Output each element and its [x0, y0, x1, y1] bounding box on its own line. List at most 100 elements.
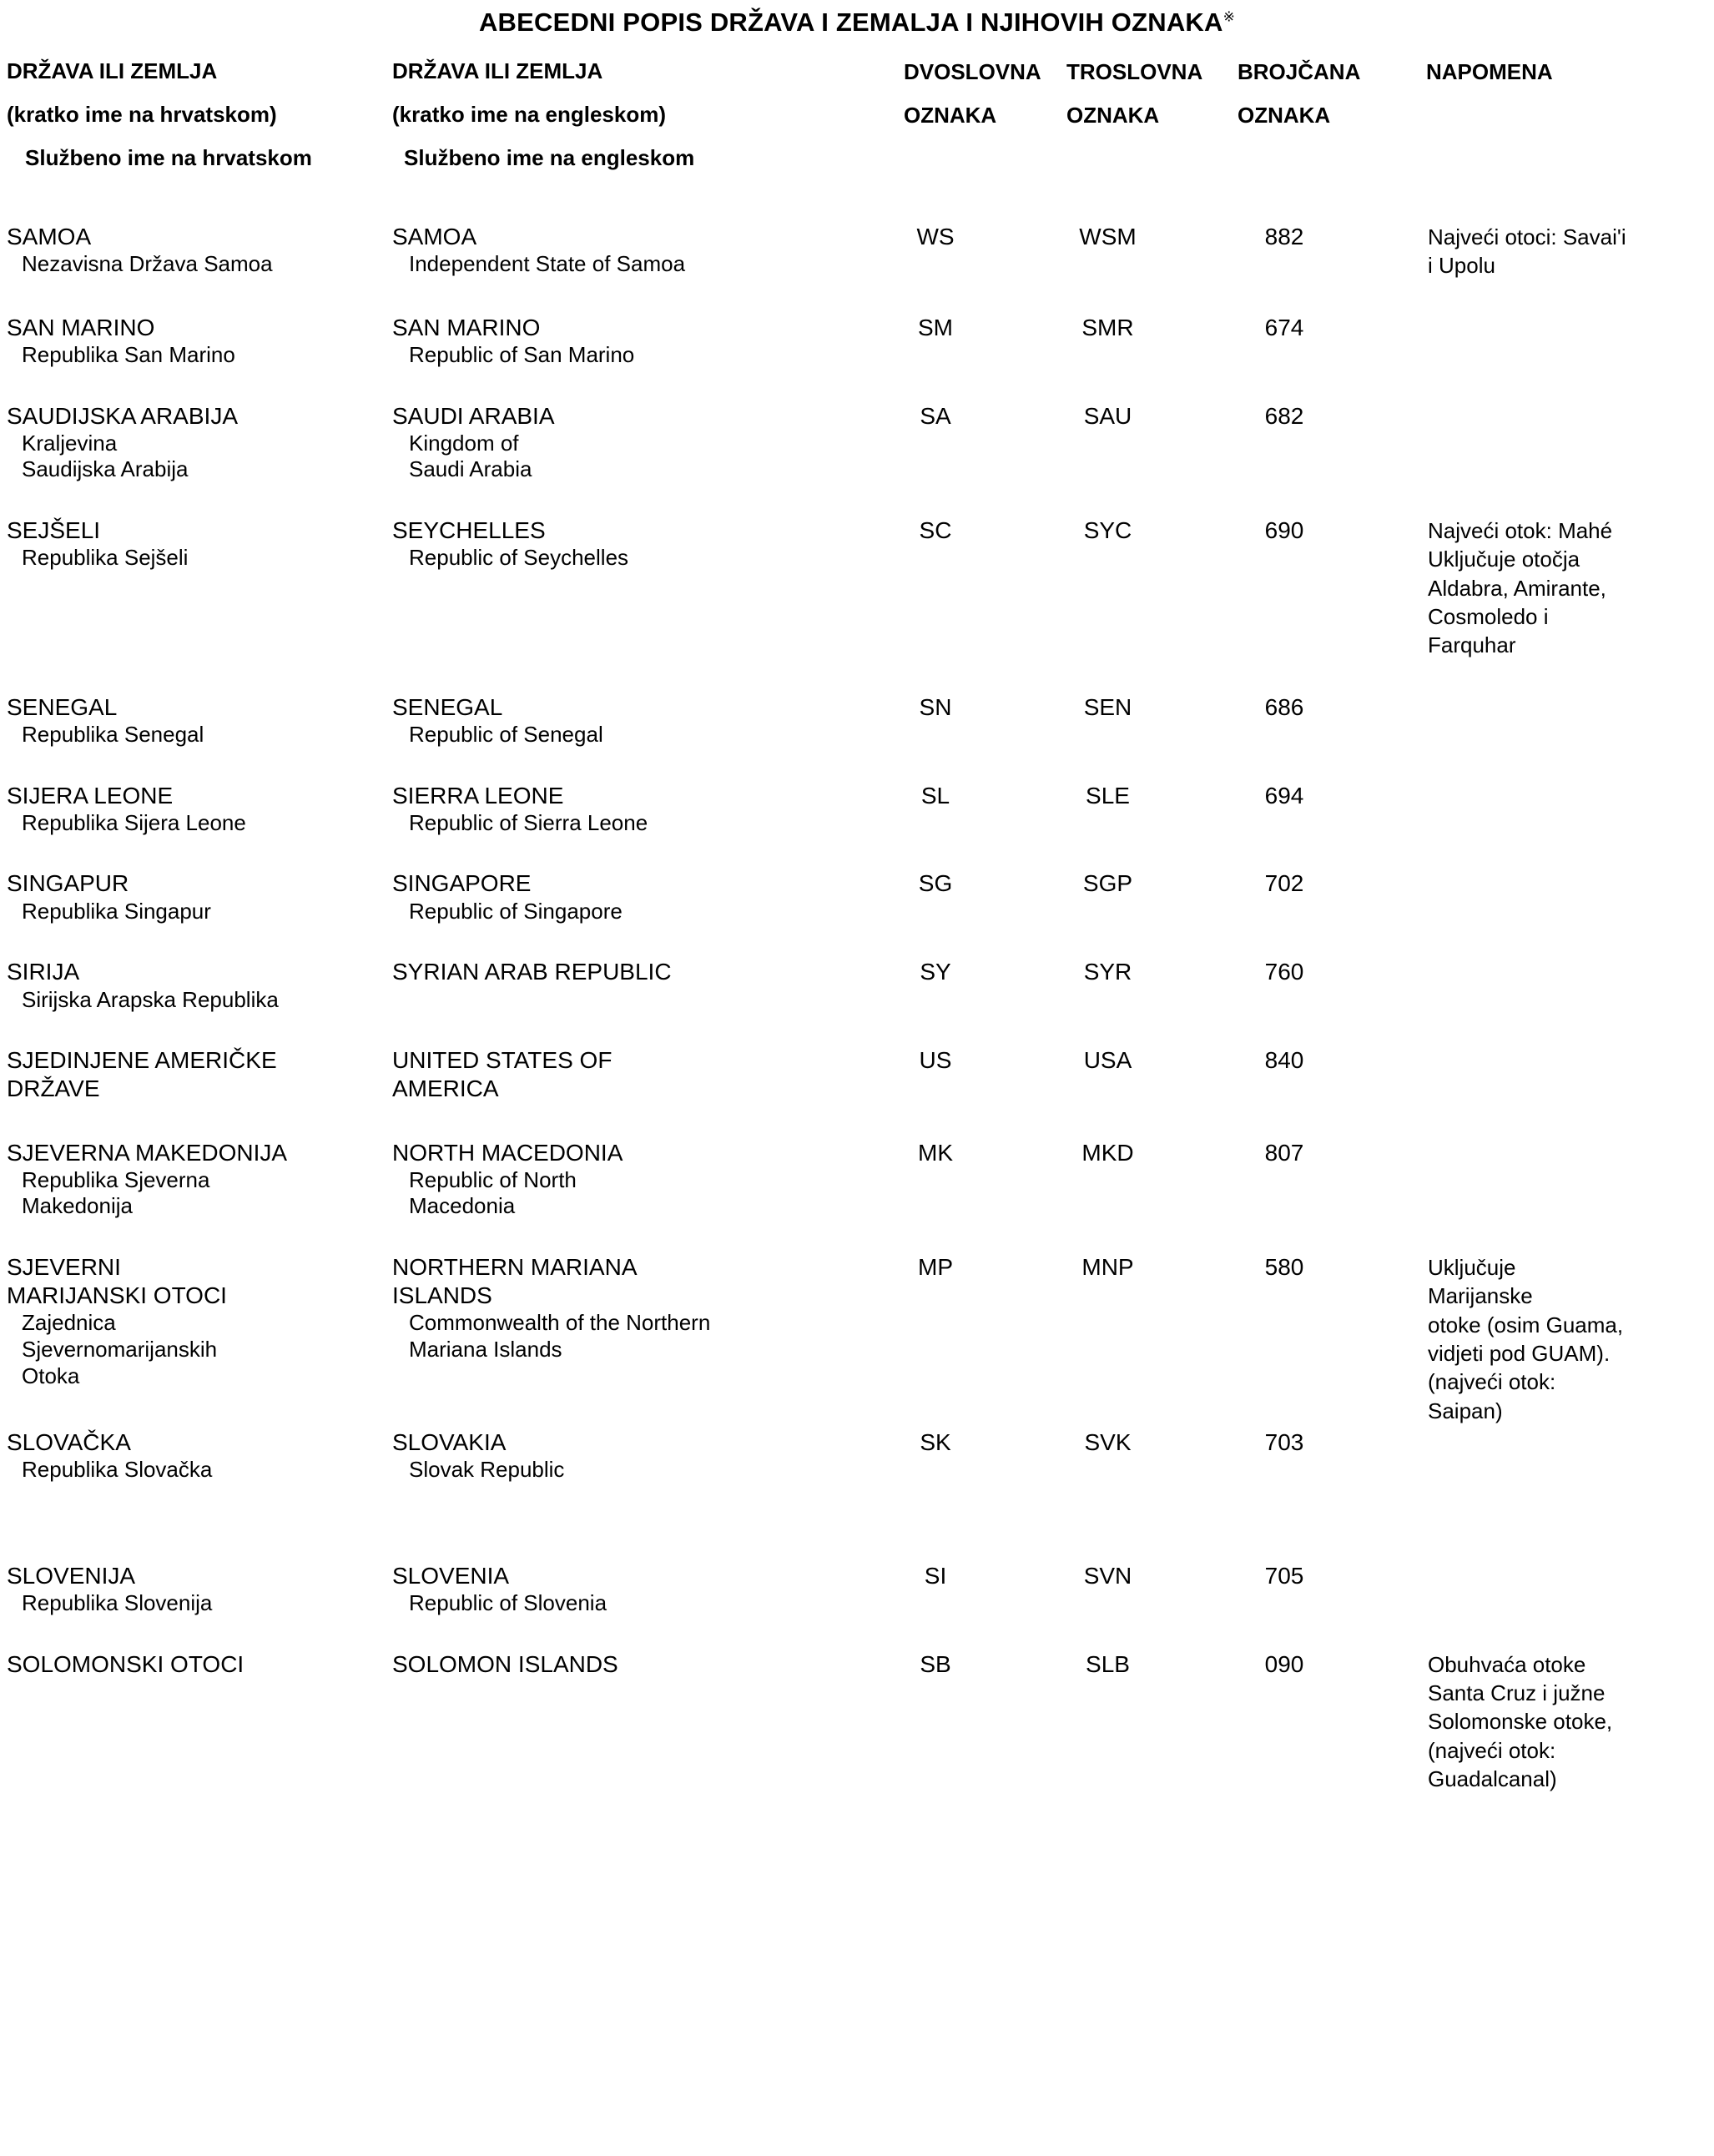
cell-numeric-code: 682 — [1206, 402, 1413, 431]
cell-numeric-code: 690 — [1206, 516, 1413, 545]
table-row: SLOVAČKA Republika Slovačka SLOVAKIA Slovak… — [0, 1428, 1714, 1484]
cell-name-hr: SENEGAL Republika Senegal — [0, 693, 392, 748]
official-name-en: Republic of Seychelles — [409, 545, 629, 571]
header-col6-title: NAPOMENA — [1426, 59, 1553, 85]
official-name-hr: Republika Singapur — [22, 898, 211, 924]
cell-alpha3-code: WSM — [1035, 223, 1206, 251]
country-name-en: SLOVENIA — [392, 1562, 510, 1589]
cell-alpha2-code: SN — [868, 693, 1035, 722]
country-name-hr: SEJŠELI — [7, 517, 101, 544]
country-name-en: SAN MARINO — [392, 314, 541, 340]
numeric-code: 580 — [1264, 1254, 1304, 1281]
cell-name-hr: SEJŠELI Republika Sejšeli — [0, 516, 392, 572]
alpha2-code: SI — [924, 1562, 947, 1589]
country-name-hr: SJEVERNI MARIJANSKI OTOCI — [7, 1254, 227, 1309]
official-name-en: Kingdom of Saudi Arabia — [409, 430, 532, 482]
alpha3-code: SMR — [1081, 314, 1134, 340]
cell-name-hr: SAN MARINO Republika San Marino — [0, 314, 392, 369]
cell-numeric-code: 674 — [1206, 314, 1413, 342]
header-col3-title: DVOSLOVNA — [904, 59, 1041, 85]
cell-name-en: SAMOA Independent State of Samoa — [392, 223, 868, 278]
header-col2-official: Službeno ime na engleskom — [404, 145, 695, 171]
cell-alpha2-code: SA — [868, 402, 1035, 431]
numeric-code: 686 — [1264, 693, 1304, 720]
official-name-hr: Republika Slovenija — [22, 1590, 213, 1616]
header-col2-title: DRŽAVA ILI ZEMLJA — [392, 58, 603, 84]
cell-name-hr: SLOVAČKA Republika Slovačka — [0, 1428, 392, 1484]
official-name-hr: Republika Sijera Leone — [22, 809, 246, 835]
alpha3-code: SEN — [1083, 693, 1132, 720]
cell-alpha2-code: WS — [868, 223, 1035, 251]
cell-name-en: NORTHERN MARIANA ISLANDS Commonwealth of … — [392, 1253, 868, 1363]
cell-note: Najveći otoci: Savai'i i Upolu — [1413, 223, 1713, 280]
cell-name-en: SINGAPORE Republic of Singapore — [392, 869, 868, 924]
official-name-en: Republic of Singapore — [409, 898, 623, 924]
cell-name-hr: SAMOA Nezavisna Država Samoa — [0, 223, 392, 278]
cell-alpha3-code: SLE — [1035, 782, 1206, 810]
header-line-1: DRŽAVA ILI ZEMLJA DRŽAVA ILI ZEMLJA DVOS… — [0, 58, 1714, 85]
cell-alpha3-code: SYR — [1035, 958, 1206, 986]
header-col4-title: TROSLOVNA — [1066, 59, 1203, 85]
official-name-en: Independent State of Samoa — [409, 251, 686, 277]
cell-name-en: NORTH MACEDONIA Republic of North Macedon… — [392, 1139, 868, 1221]
cell-alpha2-code: SM — [868, 314, 1035, 342]
cell-alpha2-code: SG — [868, 869, 1035, 898]
table-row: SAUDIJSKA ARABIJA Kraljevina Saudijska Ar… — [0, 402, 1714, 484]
cell-name-hr: SJEVERNA MAKEDONIJA Republika Sjeverna Ma… — [0, 1139, 392, 1221]
table-row: SAMOA Nezavisna Država Samoa SAMOA Independ… — [0, 223, 1714, 280]
page-title: ABECEDNI POPIS DRŽAVA I ZEMALJA I NJIHOV… — [0, 0, 1714, 38]
table-row: SENEGAL Republika Senegal SENEGAL Republic … — [0, 693, 1714, 748]
country-name-hr: SINGAPUR — [7, 870, 129, 897]
cell-name-en: SYRIAN ARAB REPUBLIC — [392, 958, 868, 986]
note-text: Najveći otoci: Savai'i i Upolu — [1428, 224, 1626, 279]
country-name-hr: SIRIJA — [7, 959, 80, 985]
alpha3-code: SAU — [1083, 402, 1132, 429]
official-name-hr: Republika Senegal — [22, 721, 204, 747]
cell-alpha3-code: SAU — [1035, 402, 1206, 431]
cell-numeric-code: 702 — [1206, 869, 1413, 898]
country-name-en: SYRIAN ARAB REPUBLIC — [392, 959, 672, 985]
official-name-hr: Zajednica Sjevernomarijanskih Otoka — [22, 1310, 218, 1388]
table-row: SJEVERNI MARIJANSKI OTOCI Zajednica Sjeve… — [0, 1253, 1714, 1425]
alpha2-code: MK — [918, 1139, 953, 1166]
alpha2-code: SL — [920, 782, 950, 808]
alpha2-code: WS — [916, 224, 955, 250]
country-name-hr: SLOVAČKA — [7, 1429, 131, 1456]
country-name-en: SEYCHELLES — [392, 517, 546, 544]
alpha3-code: SLB — [1086, 1650, 1130, 1677]
numeric-code: 682 — [1264, 402, 1304, 429]
official-name-hr: Republika San Marino — [22, 341, 235, 367]
cell-numeric-code: 807 — [1206, 1139, 1413, 1167]
cell-note: Obuhvaća otoke Santa Cruz i južne Solomo… — [1413, 1650, 1713, 1794]
country-name-hr: SLOVENIJA — [7, 1562, 136, 1589]
numeric-code: 690 — [1264, 517, 1304, 544]
alpha2-code: SK — [920, 1429, 951, 1456]
official-name-en: Republic of Senegal — [409, 721, 603, 747]
alpha3-code: MKD — [1081, 1139, 1134, 1166]
table-row: SLOVENIJA Republika Slovenija SLOVENIA Repu… — [0, 1562, 1714, 1617]
table-header: DRŽAVA ILI ZEMLJA DRŽAVA ILI ZEMLJA DVOS… — [0, 58, 1714, 171]
country-name-hr: SIJERA LEONE — [7, 782, 174, 808]
country-name-en: SAUDI ARABIA — [392, 402, 555, 429]
cell-numeric-code: 705 — [1206, 1562, 1413, 1590]
header-col2-subtitle: (kratko ime na engleskom) — [392, 102, 666, 128]
alpha3-code: USA — [1083, 1047, 1132, 1074]
country-name-en: SOLOMON ISLANDS — [392, 1650, 618, 1677]
note-text: Uključuje Marijanske otoke (osim Guama, … — [1428, 1255, 1624, 1423]
cell-note: Najveći otok: Mahé Uključuje otočja Alda… — [1413, 516, 1713, 660]
country-name-hr: SJEVERNA MAKEDONIJA — [7, 1139, 288, 1166]
header-col5-title: BROJČANA — [1238, 59, 1361, 85]
official-name-hr: Republika Slovačka — [22, 1457, 213, 1483]
page-title-text: ABECEDNI POPIS DRŽAVA I ZEMALJA I NJIHOV… — [478, 8, 1223, 37]
cell-alpha2-code: SL — [868, 782, 1035, 810]
alpha2-code: SM — [918, 314, 953, 340]
table-row: SIJERA LEONE Republika Sijera Leone SIERRA… — [0, 782, 1714, 837]
country-name-en: SIERRA LEONE — [392, 782, 564, 808]
cell-name-hr: SJEVERNI MARIJANSKI OTOCI Zajednica Sjeve… — [0, 1253, 392, 1389]
cell-alpha2-code: SK — [868, 1428, 1035, 1457]
header-col5-subtitle: OZNAKA — [1238, 103, 1331, 128]
cell-note: Uključuje Marijanske otoke (osim Guama, … — [1413, 1253, 1713, 1425]
cell-alpha3-code: SEN — [1035, 693, 1206, 722]
alpha2-code: SC — [919, 517, 952, 544]
